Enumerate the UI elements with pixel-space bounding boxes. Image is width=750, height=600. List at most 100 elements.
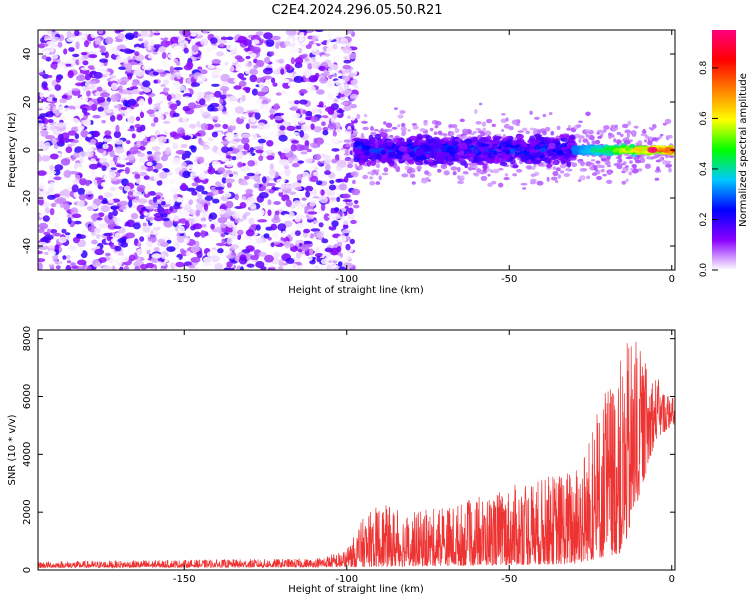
heatmap-cell [274,210,280,215]
heatmap-cell [318,222,324,228]
heatmap-cell [207,104,215,112]
heatmap-cell [242,113,249,118]
heatmap-cell [305,57,309,62]
heatmap-cell [482,143,490,147]
heatmap-cell [552,159,558,165]
heatmap-cell [627,120,632,126]
heatmap-cell [251,88,258,96]
heatmap-cell [166,246,176,253]
heatmap-cell [337,132,342,139]
heatmap-cell [135,69,145,77]
heatmap-cell [80,52,88,56]
heatmap-cell [173,58,179,63]
heatmap-cell [221,32,229,37]
heatmap-cell [454,128,460,134]
heatmap-cell [339,154,345,161]
heatmap-cell [148,171,157,176]
heatmap-cell [57,41,63,48]
heatmap-cell [245,87,251,94]
heatmap-cell [260,103,270,111]
heatmap-cell [38,72,45,76]
heatmap-cell [270,35,281,41]
heatmap-cell [257,138,266,144]
heatmap-cell [126,219,136,228]
heatmap-cell [640,156,645,160]
heatmap-cell [560,160,566,165]
heatmap-cell [285,184,295,189]
heatmap-cell [117,238,127,244]
heatmap-cell [395,167,401,173]
heatmap-cell [585,133,589,138]
heatmap-cell [231,156,237,161]
heatmap-cell [226,254,235,259]
heatmap-cell [88,80,97,84]
heatmap-cell [250,117,256,123]
heatmap-cell [300,151,308,155]
heatmap-cell [110,205,120,210]
heatmap-cell [127,98,137,106]
heatmap-cell [564,167,571,172]
heatmap-cell [54,164,64,171]
heatmap-cell [175,180,182,185]
heatmap-cell [651,155,659,159]
heatmap-cell [147,54,155,59]
heatmap-cell [407,158,415,165]
heatmap-cell [224,61,229,66]
heatmap-cell [148,202,159,206]
heatmap-cell [172,81,181,87]
heatmap-cell [279,159,290,167]
heatmap-cell [131,81,138,87]
heatmap-cell [160,212,168,218]
heatmap-cell [568,157,577,161]
heatmap-cell [294,265,305,270]
heatmap-cell [425,135,433,142]
heatmap-cell [593,165,598,169]
heatmap-cell [669,155,674,158]
heatmap-cell [44,35,51,39]
heatmap-cell [516,168,523,173]
heatmap-cell [451,142,458,146]
heatmap-cell [128,254,136,262]
heatmap-cell [112,209,118,217]
heatmap-cell [431,144,441,148]
heatmap-cell [82,211,90,217]
heatmap-cell [138,157,147,163]
spectrogram-heatmap [38,30,675,270]
heatmap-cell [119,81,128,86]
heatmap-cell [197,91,206,96]
heatmap-cell [212,59,222,65]
heatmap-cell [356,113,361,120]
heatmap-cell [387,151,397,159]
heatmap-cell [80,130,89,138]
heatmap-cell [301,197,307,201]
heatmap-cell [259,96,268,100]
heatmap-cell [211,45,217,51]
heatmap-cell [542,113,547,118]
heatmap-cell [244,193,254,197]
heatmap-cell [248,217,255,225]
heatmap-cell [406,168,413,174]
heatmap-cell [652,123,657,129]
heatmap-cell [139,264,148,270]
heatmap-cell [44,234,54,241]
heatmap-cell [48,84,54,92]
heatmap-cell [358,159,364,164]
heatmap-cell [476,161,485,166]
heatmap-cell [255,224,261,231]
heatmap-cell [336,109,345,114]
heatmap-cell [294,187,303,191]
heatmap-cell [540,147,546,153]
heatmap-cell [175,261,185,268]
heatmap-cell [345,243,351,251]
heatmap-cell [343,56,349,60]
heatmap-cell [253,64,259,69]
heatmap-cell [86,57,94,62]
heatmap-cell [441,152,451,157]
heatmap-cell [322,130,329,136]
heatmap-cell [78,194,87,201]
heatmap-cell [291,162,300,168]
heatmap-cell [600,130,604,136]
heatmap-cell [461,145,469,150]
heatmap-cell [412,125,419,130]
heatmap-cell [49,126,55,131]
